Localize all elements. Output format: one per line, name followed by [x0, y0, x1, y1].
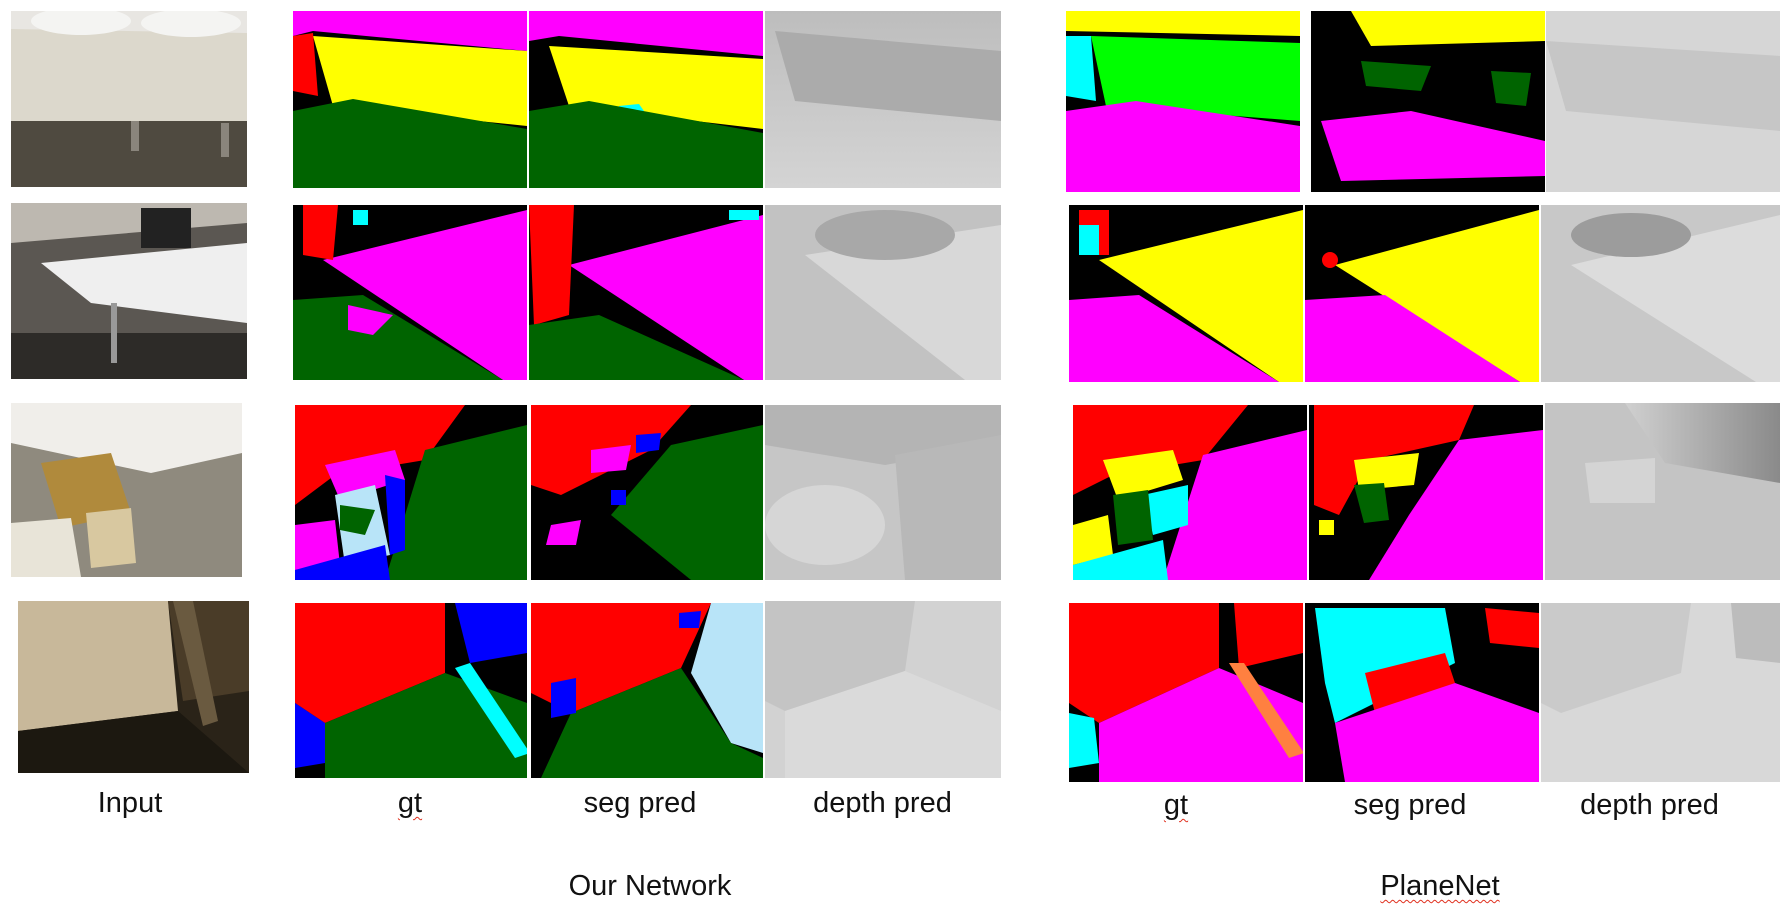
- planenet-gt-row1: [1066, 11, 1300, 192]
- col-label-planenet-seg: seg pred: [1353, 789, 1467, 821]
- input-image-row2: [11, 203, 247, 379]
- ours-depth-row4: [765, 601, 1001, 778]
- planenet-gt-row2: [1069, 205, 1303, 382]
- ours-seg-row2: [529, 205, 763, 380]
- ours-seg-row1: [529, 11, 763, 188]
- col-label-planenet-gt: gt: [1163, 789, 1189, 821]
- ours-gt-row1: [293, 11, 527, 188]
- ours-gt-row2: [293, 205, 527, 380]
- input-image-row1: [11, 11, 247, 187]
- planenet-depth-row1: [1546, 11, 1780, 192]
- group-label-planenet: PlaneNet: [1380, 870, 1500, 902]
- planenet-gt-row4: [1069, 603, 1303, 782]
- col-label-ours-seg: seg pred: [583, 787, 697, 819]
- group-label-our-network: Our Network: [568, 870, 732, 902]
- ours-seg-row4: [531, 603, 763, 778]
- col-label-ours-depth: depth pred: [813, 787, 952, 819]
- planenet-seg-row3: [1309, 405, 1543, 580]
- planenet-depth-row3: [1545, 403, 1780, 580]
- input-image-row4: [18, 601, 249, 773]
- ours-depth-row1: [765, 11, 1001, 188]
- input-image-row3: [11, 403, 242, 577]
- planenet-seg-row1: [1311, 11, 1545, 192]
- planenet-depth-row4: [1541, 603, 1780, 782]
- col-label-ours-gt: gt: [397, 787, 423, 819]
- col-label-input: Input: [97, 787, 163, 819]
- ours-gt-row3: [295, 405, 527, 580]
- planenet-seg-row4: [1305, 603, 1539, 782]
- planenet-gt-row3: [1073, 405, 1307, 580]
- ours-gt-row4: [295, 603, 527, 778]
- ours-seg-row3: [531, 405, 763, 580]
- planenet-seg-row2: [1305, 205, 1539, 382]
- planenet-depth-row2: [1541, 205, 1780, 382]
- col-label-planenet-depth: depth pred: [1580, 789, 1719, 821]
- ours-depth-row2: [765, 205, 1001, 380]
- ours-depth-row3: [765, 405, 1001, 580]
